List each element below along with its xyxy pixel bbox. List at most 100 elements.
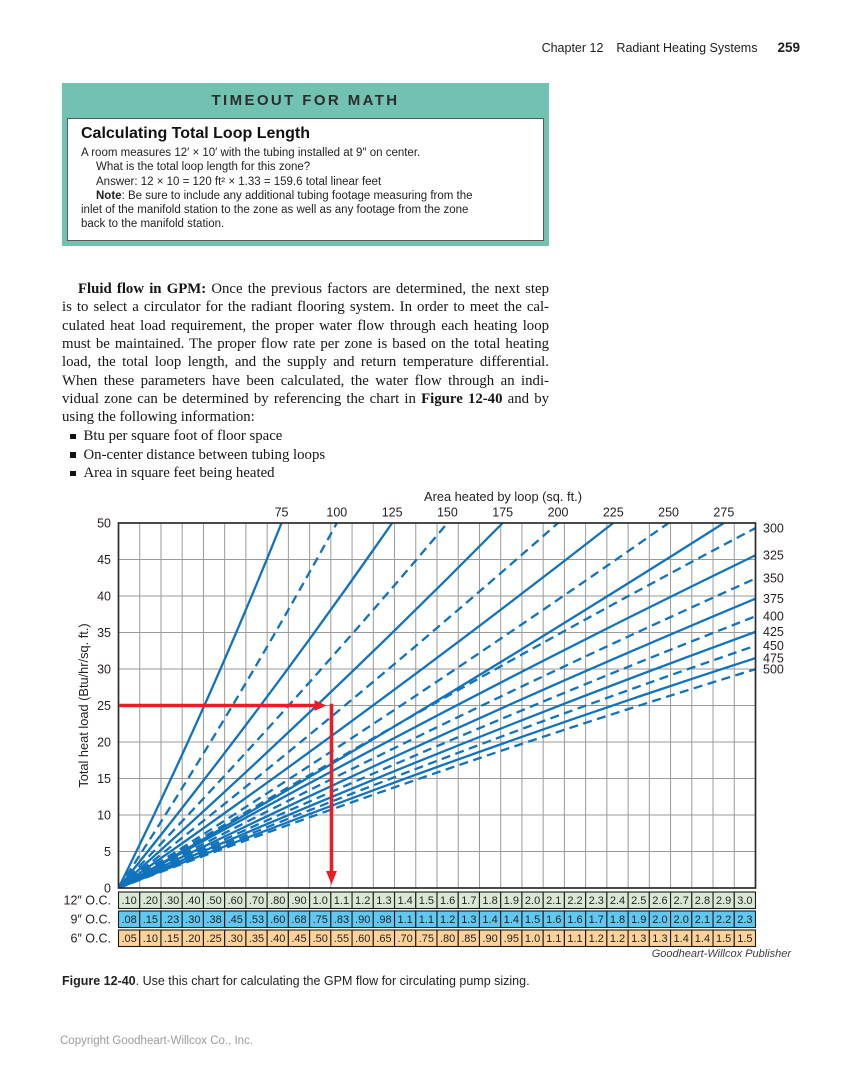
top-axis-labels: 75 100 125 150 175 200 225 250 275: [275, 506, 735, 520]
table-cell-value: .10: [121, 895, 136, 907]
table-cell-value: 1.2: [610, 933, 625, 945]
table-cell-value: .80: [270, 895, 285, 907]
y-tick-label: 0: [104, 881, 111, 895]
table-cell-value: 2.2: [567, 895, 582, 907]
table-cell-value: .50: [313, 933, 328, 945]
top-tick-label: 225: [603, 506, 624, 520]
table-cell-value: 2.1: [695, 914, 710, 926]
y-tick-label: 40: [97, 589, 111, 603]
table-cell-value: 1.4: [482, 914, 497, 926]
y-tick-label: 5: [104, 845, 111, 859]
table-cell-value: .60: [228, 895, 243, 907]
plot-grid: [118, 523, 756, 888]
table-cell-value: .68: [291, 914, 306, 926]
paragraph-line: Fluid flow in GPM: Once the previous fac…: [78, 281, 549, 297]
timeout-content: Calculating Total Loop Length A room mea…: [67, 118, 544, 241]
y-tick-label: 45: [97, 553, 111, 567]
table-cell-value: .35: [249, 933, 264, 945]
section-label: Radiant Heating Systems: [616, 41, 758, 55]
red-example-guide: [119, 700, 337, 885]
timeout-text-line: inlet of the manifold station to the zon…: [81, 204, 469, 217]
table-cell-value: 2.2: [716, 914, 731, 926]
table-cell-value: .40: [270, 933, 285, 945]
table-cell-value: .38: [206, 914, 221, 926]
table-cell-value: 1.1: [567, 933, 582, 945]
top-tick-label: 100: [326, 506, 347, 520]
iso-line-375: [118, 597, 756, 888]
table-cell-value: 1.5: [716, 933, 731, 945]
top-tick-label: 150: [437, 506, 458, 520]
bullet-item: Btu per square foot of floor space: [70, 427, 550, 446]
table-cell-value: .30: [164, 895, 179, 907]
table-cell-value: 1.6: [546, 914, 561, 926]
table-cell-value: 1.3: [461, 914, 476, 926]
table-cell-value: .70: [398, 933, 413, 945]
top-tick-label: 175: [492, 506, 513, 520]
table-cell-value: 1.2: [589, 933, 604, 945]
y-tick-label: 25: [97, 699, 111, 713]
timeout-text-line: Answer: 12 × 10 = 120 ft² × 1.33 = 159.6…: [96, 175, 382, 188]
table-cell-value: 2.0: [652, 914, 667, 926]
table-cell-value: .30: [185, 914, 200, 926]
table-cell: [733, 910, 757, 929]
right-axis-label: 325: [763, 548, 784, 562]
paragraph-line: load, the total loop length, and the sup…: [62, 354, 549, 371]
top-tick-label: 250: [658, 506, 679, 520]
iso-area-lines: [118, 523, 756, 888]
table-cell-value: .65: [376, 933, 391, 945]
table-cell-value: .30: [228, 933, 243, 945]
table-cell: [733, 929, 757, 948]
table-cell-value: .10: [143, 933, 158, 945]
y-tick-label: 35: [97, 626, 111, 640]
table-cell-value: .20: [185, 933, 200, 945]
right-axis-label: 500: [763, 662, 784, 676]
chapter-label: Chapter 12: [541, 41, 604, 55]
paragraph-line: must be maintained. The proper flow rate…: [62, 336, 549, 353]
table-cell-value: 1.5: [419, 895, 434, 907]
table-cell-value: .40: [185, 895, 200, 907]
table-cell-value: 1.7: [461, 895, 476, 907]
table-cell-value: 1.9: [504, 895, 519, 907]
square-bullet-icon: [70, 470, 76, 477]
table-cell-value: .60: [270, 914, 285, 926]
gpm-table-row-12oc: 12″ O.C. .10 .20 .30 .40 .50 .60 .70 .80 .90 1.0 1.…: [64, 891, 757, 910]
iso-line-175: [118, 523, 504, 888]
right-axis-label: 475: [763, 651, 784, 665]
table-cell-value: 2.0: [674, 914, 689, 926]
table-cell-value: 1.2: [355, 895, 370, 907]
table-cell-value: .75: [419, 933, 434, 945]
table-cell-value: 1.3: [376, 895, 391, 907]
table-cell-value: .15: [164, 933, 179, 945]
timeout-text-line: What is the total loop length for this z…: [96, 161, 311, 174]
bullet-list: Btu per square foot of floor space On-cen…: [70, 427, 550, 483]
right-axis-label: 425: [763, 625, 784, 639]
running-head: Chapter 12 Radiant Heating Systems 259: [0, 40, 800, 55]
bullet-text: Area in square feet being heated: [83, 465, 275, 482]
table-cell-value: .15: [143, 914, 158, 926]
red-down-arrowhead: [326, 871, 337, 885]
table-cell-value: 1.4: [695, 933, 710, 945]
iso-line-250: [118, 523, 670, 888]
timeout-for-math-box: TIMEOUT FOR MATH Calculating Total Loop …: [62, 83, 549, 246]
table-cell-value: 1.5: [737, 933, 752, 945]
table-cell-value: 1.4: [398, 895, 413, 907]
table-cell-value: .50: [206, 895, 221, 907]
table-cell-value: 2.8: [695, 895, 710, 907]
top-axis-title: Area heated by loop (sq. ft.): [424, 489, 582, 504]
table-cell-value: 1.1: [419, 914, 434, 926]
timeout-text-line: A room measures 12′ × 10′ with the tubin…: [81, 147, 421, 159]
table-cell-value: .95: [504, 933, 519, 945]
timeout-title: Calculating Total Loop Length: [81, 125, 311, 142]
body-paragraph: Fluid flow in GPM: Once the previous fac…: [62, 280, 549, 427]
table-cell-value: 2.0: [525, 895, 540, 907]
bullet-item: Area in square feet being heated: [70, 464, 550, 483]
table-cell-value: 2.1: [546, 895, 561, 907]
table-cell-value: .83: [334, 914, 349, 926]
iso-line-425: [118, 630, 756, 888]
table-cell-value: 1.4: [504, 914, 519, 926]
table-cell-value: 2.6: [652, 895, 667, 907]
table-cell-value: 1.6: [567, 914, 582, 926]
iso-line-100: [118, 523, 338, 888]
